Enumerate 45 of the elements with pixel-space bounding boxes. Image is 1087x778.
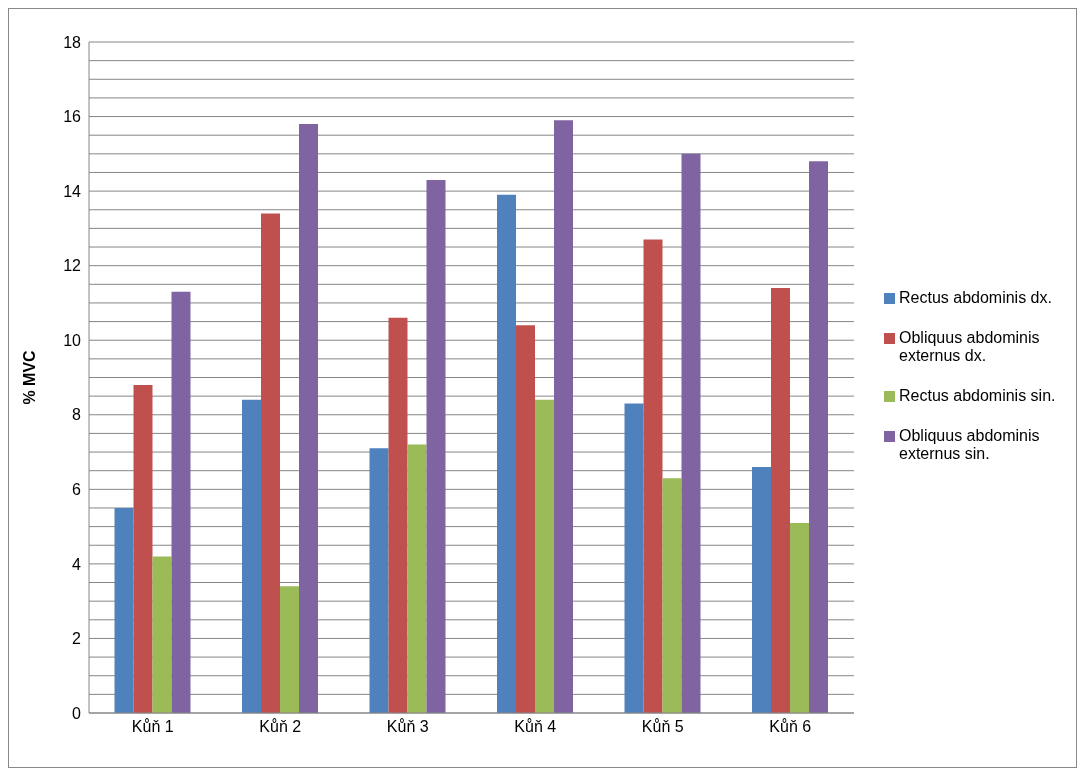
x-tick-label: Kůň 5 [641,718,684,736]
legend-label: Obliquus abdominis externus dx. [899,329,1041,365]
bar [242,399,261,713]
bar [133,384,153,713]
bar [624,403,644,713]
y-axis-title: % MVC [20,349,38,405]
bar [407,444,427,713]
bar [261,213,280,713]
bar [299,124,318,713]
bar [152,556,172,713]
bar [643,239,663,713]
x-tick-label: Kůň 3 [386,718,429,736]
y-tick-label: 18 [63,33,82,51]
x-tick-label: Kůň 1 [131,718,174,736]
bar [388,317,408,713]
bar [497,194,516,713]
y-tick-label: 14 [63,182,82,200]
y-tick-label: 8 [72,406,82,424]
x-tick-label: Kůň 4 [514,718,557,736]
bar [681,153,701,713]
y-tick-label: 0 [72,704,82,722]
x-tick-label: Kůň 6 [769,718,812,736]
bar [790,522,809,713]
y-tick-label: 10 [63,331,82,349]
y-tick-label: 16 [63,108,82,126]
legend-label: Rectus abdominis dx. [899,289,1052,307]
bar [516,325,535,713]
bar [535,399,554,713]
x-tick-label: Kůň 2 [259,718,302,736]
legend-label: Obliquus abdominis externus sin. [899,427,1041,463]
y-tick-label: 6 [72,481,82,499]
bar [426,179,446,713]
bar [171,291,191,713]
bar [771,288,790,713]
bar [369,448,389,713]
y-tick-label: 2 [72,630,82,648]
bar [752,466,771,713]
legend-label: Rectus abdominis sin. [899,387,1056,405]
bar [280,586,299,713]
bar [114,507,134,713]
bar [662,478,682,713]
y-tick-label: 12 [63,257,82,275]
bar [809,161,828,713]
bar [554,120,573,713]
y-tick-label: 4 [72,555,82,573]
